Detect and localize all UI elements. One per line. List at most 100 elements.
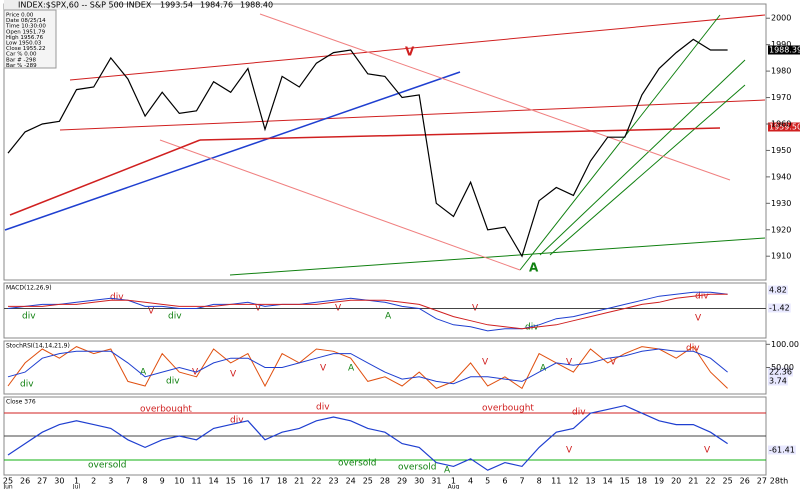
info-row: Close 1955.22: [6, 46, 45, 52]
info-bg: [3, 9, 57, 69]
series-line: [7, 38, 728, 258]
value-box: [768, 285, 788, 295]
x-tick-label: 13: [585, 477, 595, 486]
x-tick-label: 8: [537, 477, 542, 486]
annotation: oversold: [88, 461, 126, 471]
annotation: V: [482, 358, 489, 368]
annotation: V: [230, 370, 237, 380]
annotation: div: [22, 312, 36, 322]
x-tick-label: 30: [414, 477, 424, 486]
x-tick-label: 29: [397, 477, 407, 486]
y-tick-label: 1990: [771, 40, 791, 49]
x-tick-label: 22: [311, 477, 321, 486]
y-tick-label: 1960: [771, 119, 791, 128]
y-tick-label: 1930: [771, 199, 791, 208]
info-row: Bar # -298: [6, 57, 36, 63]
x-tick-label: 21: [294, 477, 304, 486]
x-tick-label: 26: [20, 477, 30, 486]
last-value: 3.74: [769, 377, 787, 386]
x-tick-label: 23: [328, 477, 338, 486]
last-price: 1988.39: [769, 46, 800, 55]
annotation: A: [540, 364, 547, 374]
last-value: -1.42: [769, 304, 790, 313]
series-line: [7, 345, 728, 390]
x-tick-label: 12: [568, 477, 578, 486]
annotation: A: [348, 364, 355, 374]
x-tick-label: 11: [551, 477, 561, 486]
x-tick-label: 16: [243, 477, 253, 486]
series-line: [7, 404, 728, 471]
x-tick-label: 22: [705, 477, 715, 486]
annotation: div: [230, 416, 244, 426]
annotation: V: [610, 358, 617, 368]
x-tick-label: 14: [603, 477, 613, 486]
x-tick-label: 20: [671, 477, 681, 486]
annotation: V: [704, 446, 711, 456]
last-value: -61.41: [769, 446, 795, 455]
annotation: div: [695, 292, 709, 302]
info-row: Car % 0.00: [6, 52, 37, 58]
x-tick-label: 11: [191, 477, 201, 486]
x-tick-label: 10: [174, 477, 184, 486]
y-tick-label: 100.00: [771, 340, 799, 349]
info-row: Bar % -289: [6, 63, 37, 69]
last-value: 1959.50: [769, 123, 800, 132]
last-value: 4.82: [769, 286, 787, 295]
y-tick-label: 1920: [771, 225, 791, 234]
x-tick-label: 18: [277, 477, 287, 486]
series-line: [8, 293, 728, 330]
x-tick-label: 15: [620, 477, 630, 486]
x-tick-label: 28th: [770, 477, 788, 486]
annotation: A: [529, 261, 539, 275]
x-tick-label: 25: [3, 477, 13, 486]
x-tick-label: 27: [757, 477, 767, 486]
annotation: A: [140, 368, 147, 378]
x-tick-label: 15: [226, 477, 236, 486]
y-tick-label: 1910: [771, 252, 791, 261]
x-tick-label: 6: [502, 477, 507, 486]
y-tick-label: 1940: [771, 172, 791, 181]
y-tick-label: 50.00: [771, 363, 794, 372]
annotation: div: [686, 344, 700, 354]
annotation: div: [166, 377, 180, 387]
annotation: div: [168, 312, 182, 322]
month-label: Jun: [2, 484, 13, 489]
y-tick-label: 2000: [771, 14, 791, 23]
y-tick-label: 1950: [771, 146, 791, 155]
info-row: Open 1951.79: [6, 29, 46, 35]
annotation: V: [320, 364, 327, 374]
x-tick-label: 26: [740, 477, 750, 486]
annotation: overbought: [140, 405, 192, 415]
info-row: Price 0.00: [6, 13, 34, 19]
x-tick-label: 9: [160, 477, 165, 486]
annotation: V: [566, 446, 573, 456]
quote: 1988.40: [240, 1, 273, 10]
x-tick-label: 19: [654, 477, 664, 486]
month-label: Jul: [72, 484, 81, 489]
annotation: V: [405, 45, 415, 59]
month-label: Aug: [448, 484, 460, 489]
annotation: A: [385, 312, 392, 322]
annotation: div: [20, 380, 34, 390]
quote: 1993.54: [160, 1, 193, 10]
value-box: [768, 122, 800, 132]
value-box: [768, 303, 791, 313]
info-row: High 1956.76: [6, 35, 44, 41]
panel-title: MACD(12,26,9): [6, 285, 52, 292]
y-tick-label: 1970: [771, 93, 791, 102]
panel-title: Close 376: [6, 399, 36, 406]
x-tick-label: 31: [431, 477, 441, 486]
info-row: Time 10:30:00: [5, 24, 46, 30]
x-tick-label: 28: [380, 477, 390, 486]
quote: 1984.76: [200, 1, 233, 10]
x-tick-label: 2: [91, 477, 96, 486]
annotation: oversold: [338, 459, 376, 469]
x-tick-label: 1: [451, 477, 456, 486]
info-row: Low 1950.03: [6, 41, 42, 47]
x-tick-label: 24: [346, 477, 356, 486]
x-tick-label: 25: [723, 477, 733, 486]
value-box: [768, 367, 793, 377]
trend-lines: [4, 13, 766, 276]
